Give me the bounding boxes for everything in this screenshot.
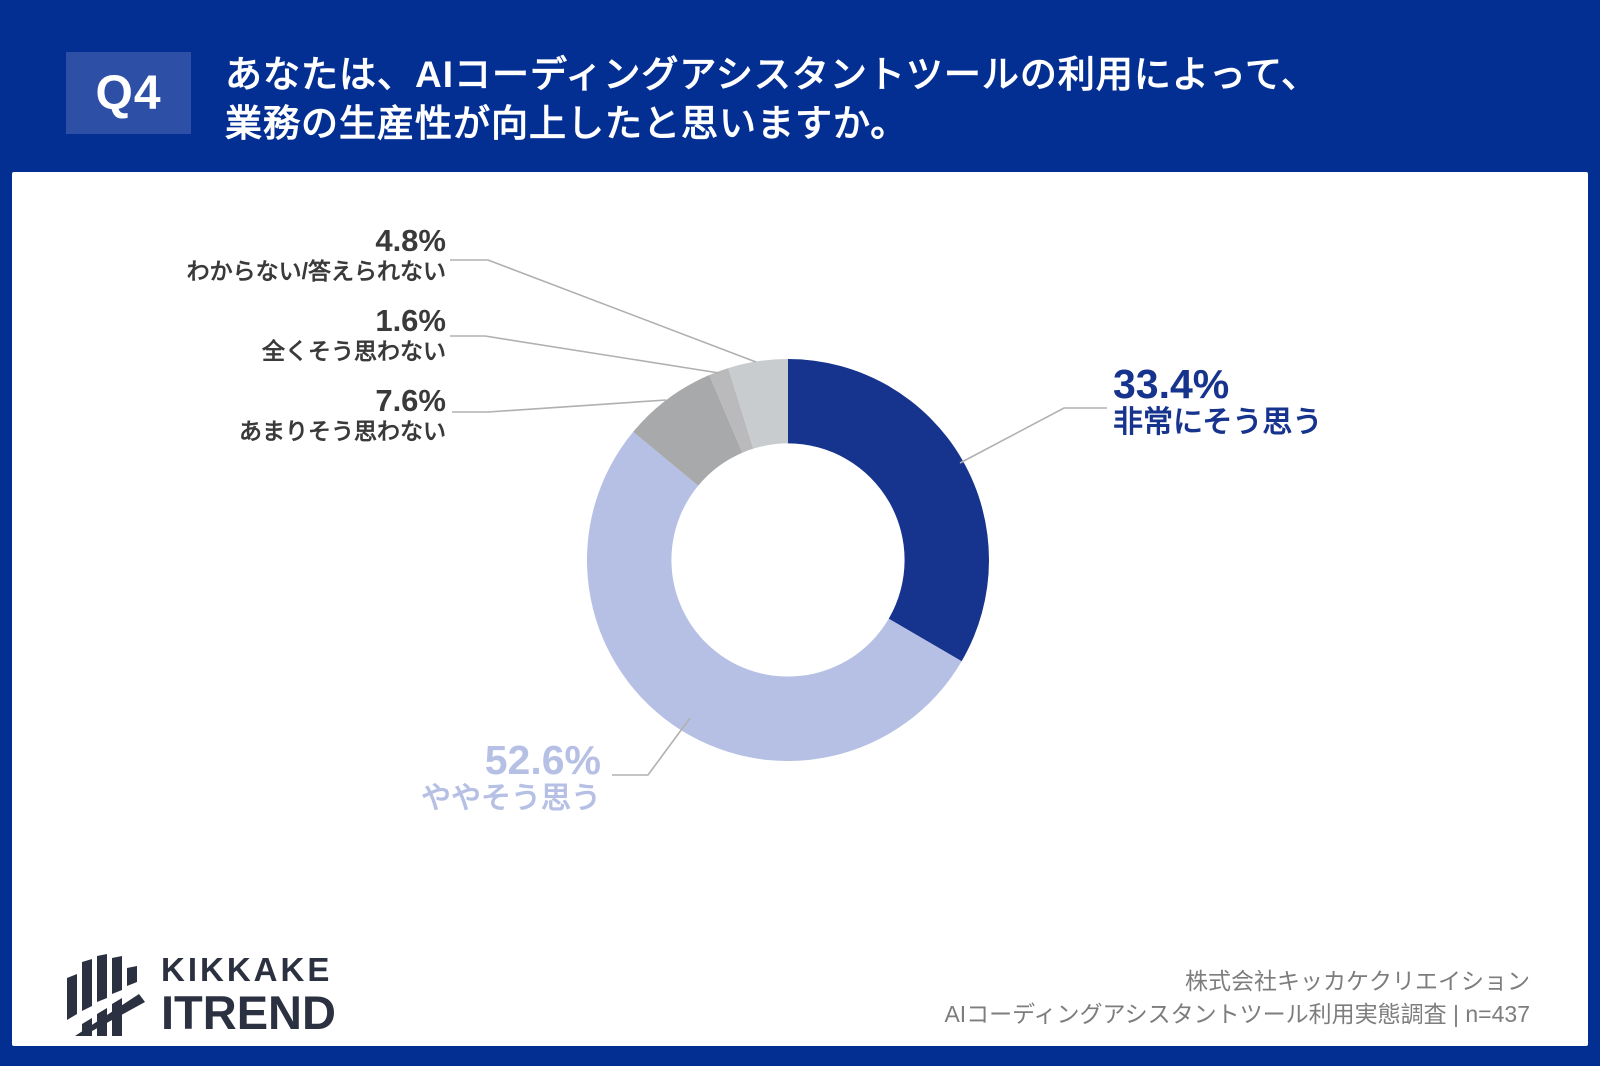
- callout-dont-know: 4.8% わからない/答えられない: [187, 224, 446, 285]
- logo-wordmark: KIKKAKE ITREND: [161, 952, 336, 1040]
- slice-percent-strongly-agree: 33.4%: [1113, 361, 1230, 407]
- kikkake-itrend-logo: KIKKAKE ITREND: [65, 952, 336, 1040]
- leader-line: [959, 407, 1107, 464]
- donut-slice: [709, 368, 754, 453]
- question-title-line2: 業務の生産性が向上したと思いますか。: [225, 103, 909, 144]
- slice-label-strongly-agree: 非常にそう思う: [1113, 406, 1323, 439]
- leader-line: [612, 717, 691, 776]
- callout-strongly-agree: 33.4% 非常にそう思う: [1113, 362, 1322, 440]
- slice-percent-not-really: 7.6%: [375, 383, 446, 418]
- logo-kikkake-text: KIKKAKE: [161, 951, 333, 988]
- survey-credits: 株式会社キッカケクリエイション AIコーディングアシスタントツール利用実態調査 …: [944, 965, 1530, 1031]
- slice-label-somewhat-agree: ややそう思う: [421, 782, 601, 815]
- credit-survey: AIコーディングアシスタントツール利用実態調査 | n=437: [944, 1001, 1530, 1027]
- donut-slice: [633, 375, 743, 486]
- chart-panel: 33.4% 非常にそう思う 52.6% ややそう思う 4.8% わからない/答え…: [12, 172, 1588, 1046]
- slice-label-not-at-all: 全くそう思わない: [262, 338, 446, 364]
- callout-not-really: 7.6% あまりそう思わない: [239, 384, 446, 445]
- donut-slice: [586, 431, 962, 762]
- kikkake-logo-icon: [67, 954, 145, 1036]
- header-banner: Q4 あなたは、AIコーディングアシスタントツールの利用によって、 業務の生産性…: [0, 0, 1600, 172]
- donut-slice: [728, 359, 788, 449]
- question-number-badge: Q4: [66, 52, 191, 134]
- donut-slice: [788, 359, 990, 662]
- leader-line: [452, 399, 667, 413]
- slice-percent-somewhat-agree: 52.6%: [484, 737, 601, 783]
- callout-not-at-all: 1.6% 全くそう思わない: [262, 304, 446, 365]
- slice-label-not-really: あまりそう思わない: [239, 418, 446, 444]
- slice-percent-dont-know: 4.8%: [375, 223, 446, 258]
- question-title-line1: あなたは、AIコーディングアシスタントツールの利用によって、: [225, 54, 1320, 95]
- slice-percent-not-at-all: 1.6%: [375, 303, 446, 338]
- credit-company: 株式会社キッカケクリエイション: [1185, 968, 1530, 994]
- logo-itrend-text: ITREND: [161, 986, 336, 1039]
- leader-line: [450, 335, 720, 374]
- callout-somewhat-agree: 52.6% ややそう思う: [421, 738, 601, 816]
- question-title: あなたは、AIコーディングアシスタントツールの利用によって、 業務の生産性が向上…: [225, 50, 1319, 148]
- slice-label-dont-know: わからない/答えられない: [186, 258, 446, 284]
- leader-line: [450, 259, 757, 363]
- donut-chart: [450, 259, 1107, 776]
